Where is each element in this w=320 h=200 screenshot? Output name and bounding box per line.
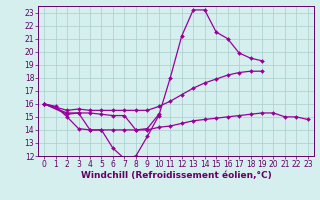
X-axis label: Windchill (Refroidissement éolien,°C): Windchill (Refroidissement éolien,°C) bbox=[81, 171, 271, 180]
